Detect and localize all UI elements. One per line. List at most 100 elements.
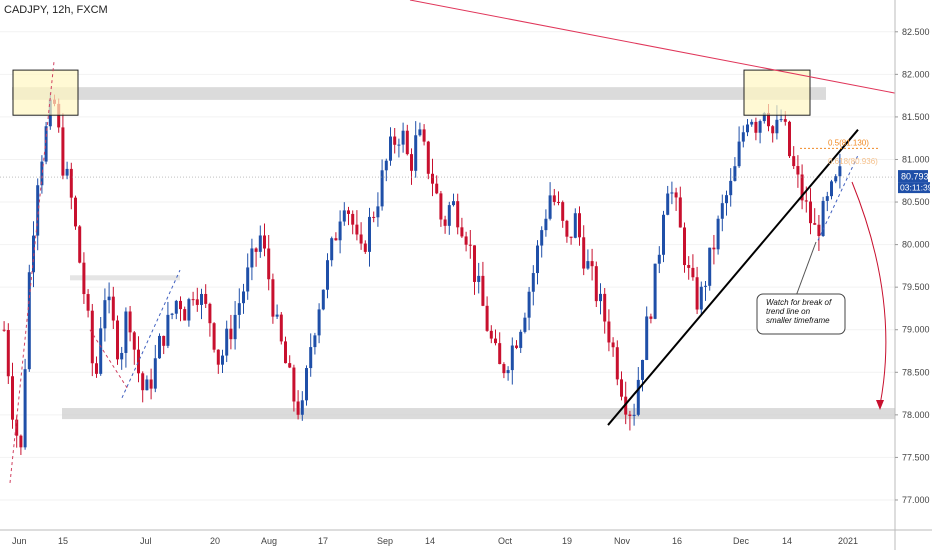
candle-body: [481, 275, 485, 306]
candle-body: [561, 202, 565, 221]
candle-body: [783, 119, 787, 122]
candle-body: [447, 205, 451, 226]
date-tick-label: 16: [672, 536, 682, 546]
candle-body: [233, 314, 237, 340]
candle-body: [174, 300, 178, 314]
candle-body: [762, 112, 766, 122]
price-tick-label: 80.000: [902, 240, 930, 250]
candle-body: [578, 213, 581, 238]
candle-body: [729, 180, 733, 196]
price-tick-label: 82.000: [902, 69, 930, 79]
candle-body: [452, 201, 455, 206]
candle-body: [510, 345, 514, 371]
candle-body: [405, 130, 409, 155]
candle-body: [212, 323, 216, 350]
symbol-title: CADJPY, 12h, FXCM: [4, 4, 108, 16]
candle-body: [107, 296, 111, 301]
date-tick-label: 17: [318, 536, 328, 546]
candle-body: [250, 248, 254, 268]
candle-body: [254, 248, 258, 252]
dashed-line: [817, 155, 859, 241]
candle-body: [23, 369, 27, 448]
candle-body: [758, 121, 762, 133]
candle-body: [456, 201, 460, 228]
date-tick-label: 2021: [838, 536, 858, 546]
highlight-box: [743, 69, 811, 116]
candle-body: [536, 245, 539, 274]
candle-body: [506, 370, 510, 374]
candle-body: [468, 244, 472, 246]
candle-body: [431, 173, 434, 184]
candle-body: [649, 316, 653, 319]
candle-body: [775, 119, 779, 134]
candle-body: [359, 234, 363, 244]
candle-body: [300, 400, 304, 415]
candle-body: [330, 238, 334, 261]
candle-body: [418, 129, 422, 136]
candle-body: [258, 235, 262, 252]
candle-body: [741, 132, 745, 142]
candle-body: [800, 174, 804, 201]
candle-body: [809, 201, 812, 224]
projection-arc: [851, 181, 887, 406]
candle-body: [485, 305, 489, 331]
candle-body: [687, 265, 691, 268]
candle-body: [40, 161, 44, 186]
candle-body: [594, 266, 598, 302]
candle-body: [11, 376, 14, 420]
candle-body: [237, 303, 241, 315]
candle-body: [124, 311, 128, 353]
candle-body: [641, 359, 644, 380]
candle-body: [317, 309, 321, 336]
candle-body: [771, 126, 775, 134]
candle-body: [397, 144, 401, 146]
date-tick-label: 19: [562, 536, 572, 546]
candle-body: [200, 293, 203, 305]
candle-body: [645, 316, 649, 360]
chart-overlays: 0.5(81.130) 0.618(80.936) Watch for break …: [0, 0, 896, 484]
candle-body: [473, 245, 476, 282]
candle-body: [443, 219, 447, 226]
countdown-tag: [898, 182, 930, 194]
candle-body: [351, 213, 355, 225]
candle-body: [166, 314, 170, 346]
candle-body: [246, 267, 250, 292]
candle-body: [393, 136, 397, 145]
candle-body: [292, 367, 296, 402]
candle-body: [439, 193, 443, 220]
candle-body: [376, 206, 380, 218]
time-axis: Jun 15 Jul 20 Aug 17 Sep 14 Oct 19 Nov 16 Dec 14 2021: [0, 529, 932, 546]
candle-body: [296, 401, 300, 415]
candle-body: [2, 329, 6, 331]
candle-body: [132, 332, 136, 350]
candle-body: [74, 197, 77, 227]
dashed-line: [121, 269, 181, 399]
price-tick-label: 81.500: [902, 112, 930, 122]
price-tick-label: 80.500: [902, 197, 930, 207]
candle-body: [313, 335, 317, 348]
candle-body: [120, 352, 124, 360]
candle-body: [422, 129, 426, 142]
price-axis: 82.500 82.000 81.500 81.000 80.500 80.000 79.5…: [894, 0, 932, 550]
candle-body: [825, 196, 829, 201]
price-tick-label: 79.000: [902, 325, 930, 335]
candle-body: [355, 224, 359, 235]
candle-body: [153, 358, 157, 389]
candle-body: [527, 291, 531, 318]
candle-body: [632, 414, 636, 416]
candle-body: [548, 195, 552, 219]
candle-body: [216, 349, 220, 365]
candle-body: [426, 141, 430, 174]
candle-body: [372, 216, 376, 218]
candle-body: [657, 254, 661, 264]
candle-body: [183, 309, 187, 321]
candle-body: [401, 130, 405, 145]
candle-body: [494, 338, 497, 344]
price-tick-label: 78.000: [902, 410, 930, 420]
candle-body: [305, 368, 308, 401]
fib-label: 0.618(80.936): [828, 157, 878, 166]
annotation-text: Watch for break of: [766, 298, 832, 307]
candle-body: [263, 235, 266, 249]
candle-body: [229, 328, 233, 340]
